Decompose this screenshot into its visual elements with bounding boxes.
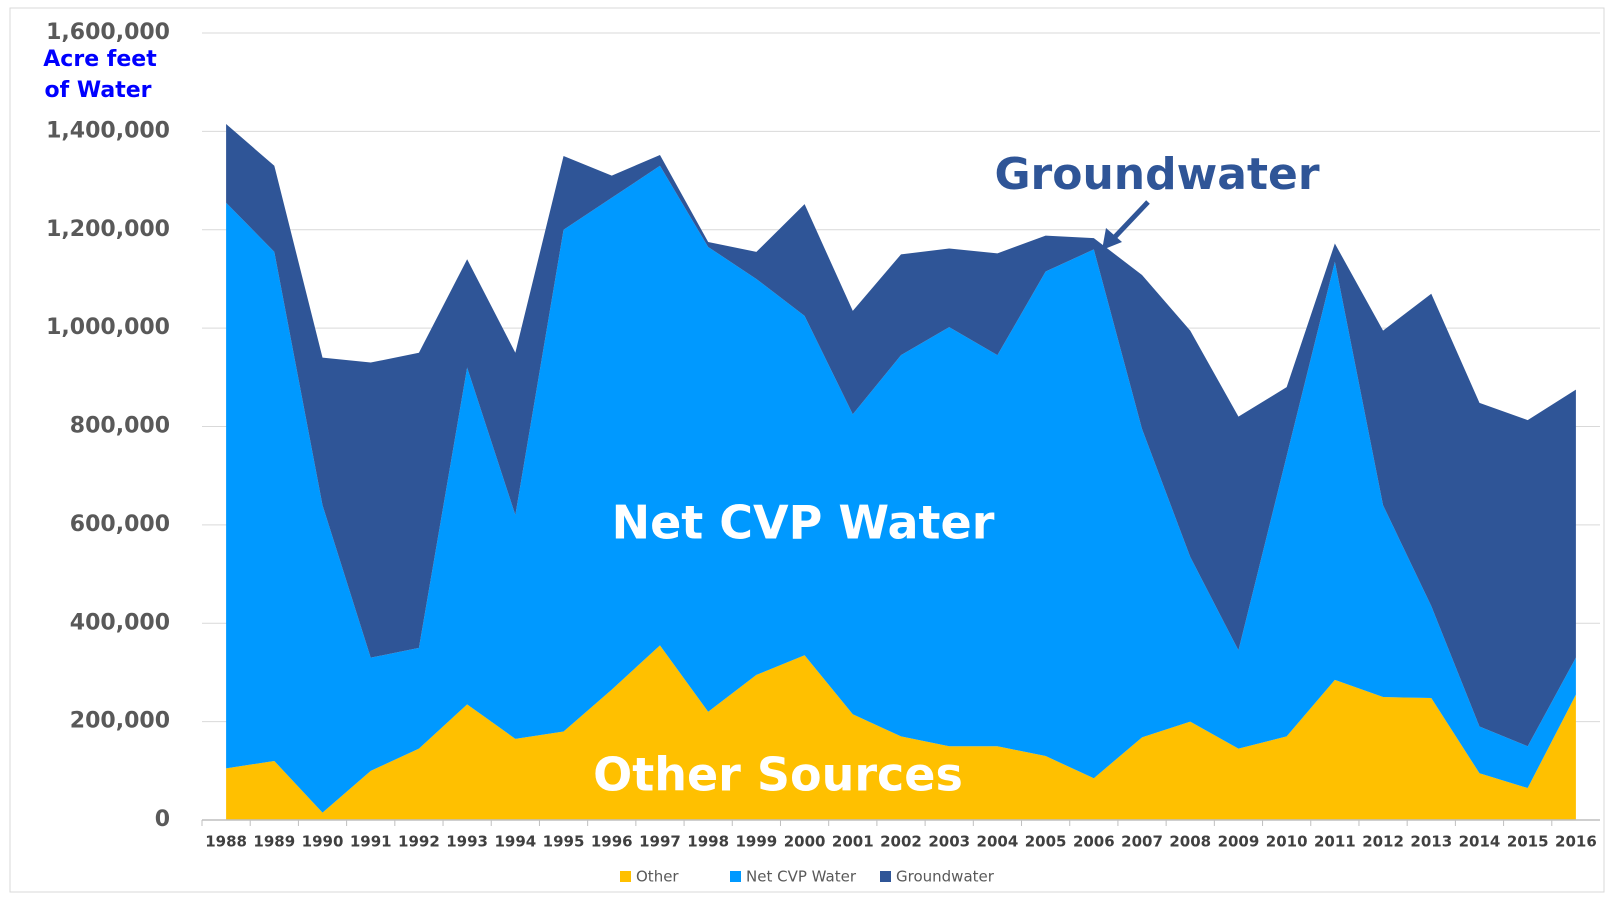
- y-tick-label: 800,000: [70, 414, 170, 439]
- y-tick-label: 1,200,000: [46, 217, 170, 242]
- x-tick-label: 1998: [687, 833, 729, 851]
- annotation: Other Sources: [593, 748, 963, 802]
- x-tick-label: 1992: [398, 833, 440, 851]
- y-tick-label: 1,400,000: [46, 118, 170, 143]
- annotation-arrowhead: [1102, 228, 1122, 250]
- annotation: Net CVP Water: [612, 496, 995, 550]
- x-tick-label: 2010: [1266, 833, 1308, 851]
- x-tick-label: 2013: [1410, 833, 1452, 851]
- x-tick-label: 1997: [639, 833, 681, 851]
- x-tick-label: 2012: [1362, 833, 1404, 851]
- legend-swatch: [730, 871, 741, 882]
- x-tick-label: 1988: [205, 833, 247, 851]
- x-tick-label: 2014: [1459, 833, 1501, 851]
- legend-label: Net CVP Water: [746, 868, 857, 886]
- x-tick-label: 1990: [302, 833, 344, 851]
- legend-swatch: [620, 871, 631, 882]
- y-tick-label: 200,000: [70, 709, 170, 734]
- x-tick-label: 2015: [1507, 833, 1549, 851]
- annotation-arrow: [1110, 200, 1150, 242]
- x-tick-label: 2009: [1218, 833, 1260, 851]
- x-tick-label: 1999: [736, 833, 778, 851]
- annotation: Groundwater: [994, 149, 1319, 200]
- y-tick-label: 0: [155, 807, 170, 832]
- area: [226, 123, 1576, 747]
- x-tick-label: 2016: [1555, 833, 1597, 851]
- x-tick-label: 1995: [543, 833, 585, 851]
- x-tick-label: 2005: [1025, 833, 1067, 851]
- x-tick-label: 2000: [784, 833, 826, 851]
- y-axis-label: of Water: [45, 78, 152, 103]
- legend-label: Other: [636, 868, 679, 886]
- x-tick-label: 1991: [350, 833, 392, 851]
- x-tick-label: 2007: [1121, 833, 1163, 851]
- x-tick-label: 1993: [446, 833, 488, 851]
- y-tick-label: 1,000,000: [46, 315, 170, 340]
- legend-label: Groundwater: [896, 868, 995, 886]
- x-tick-label: 2011: [1314, 833, 1356, 851]
- x-tick-label: 1989: [253, 833, 295, 851]
- x-tick-label: 2008: [1169, 833, 1211, 851]
- y-tick-label: 1,600,000: [46, 20, 170, 45]
- area: [226, 165, 1576, 813]
- plot-area: 0 200,000 400,000 600,000 800,000 1,000,000 1,…: [46, 20, 1600, 851]
- area: [226, 645, 1576, 820]
- y-tick-label: 600,000: [70, 512, 170, 537]
- x-tick-label: 2006: [1073, 833, 1115, 851]
- x-tick-label: 2003: [928, 833, 970, 851]
- legend-swatch: [880, 871, 891, 882]
- x-tick-label: 1994: [494, 833, 536, 851]
- x-tick-label: 2004: [977, 833, 1019, 851]
- x-tick-label: 2001: [832, 833, 874, 851]
- y-axis-label: Acre feet: [43, 47, 157, 72]
- x-tick-label: 1996: [591, 833, 633, 851]
- x-tick-label: 2002: [880, 833, 922, 851]
- chart-frame: [9, 7, 1605, 893]
- y-tick-label: 400,000: [70, 610, 170, 635]
